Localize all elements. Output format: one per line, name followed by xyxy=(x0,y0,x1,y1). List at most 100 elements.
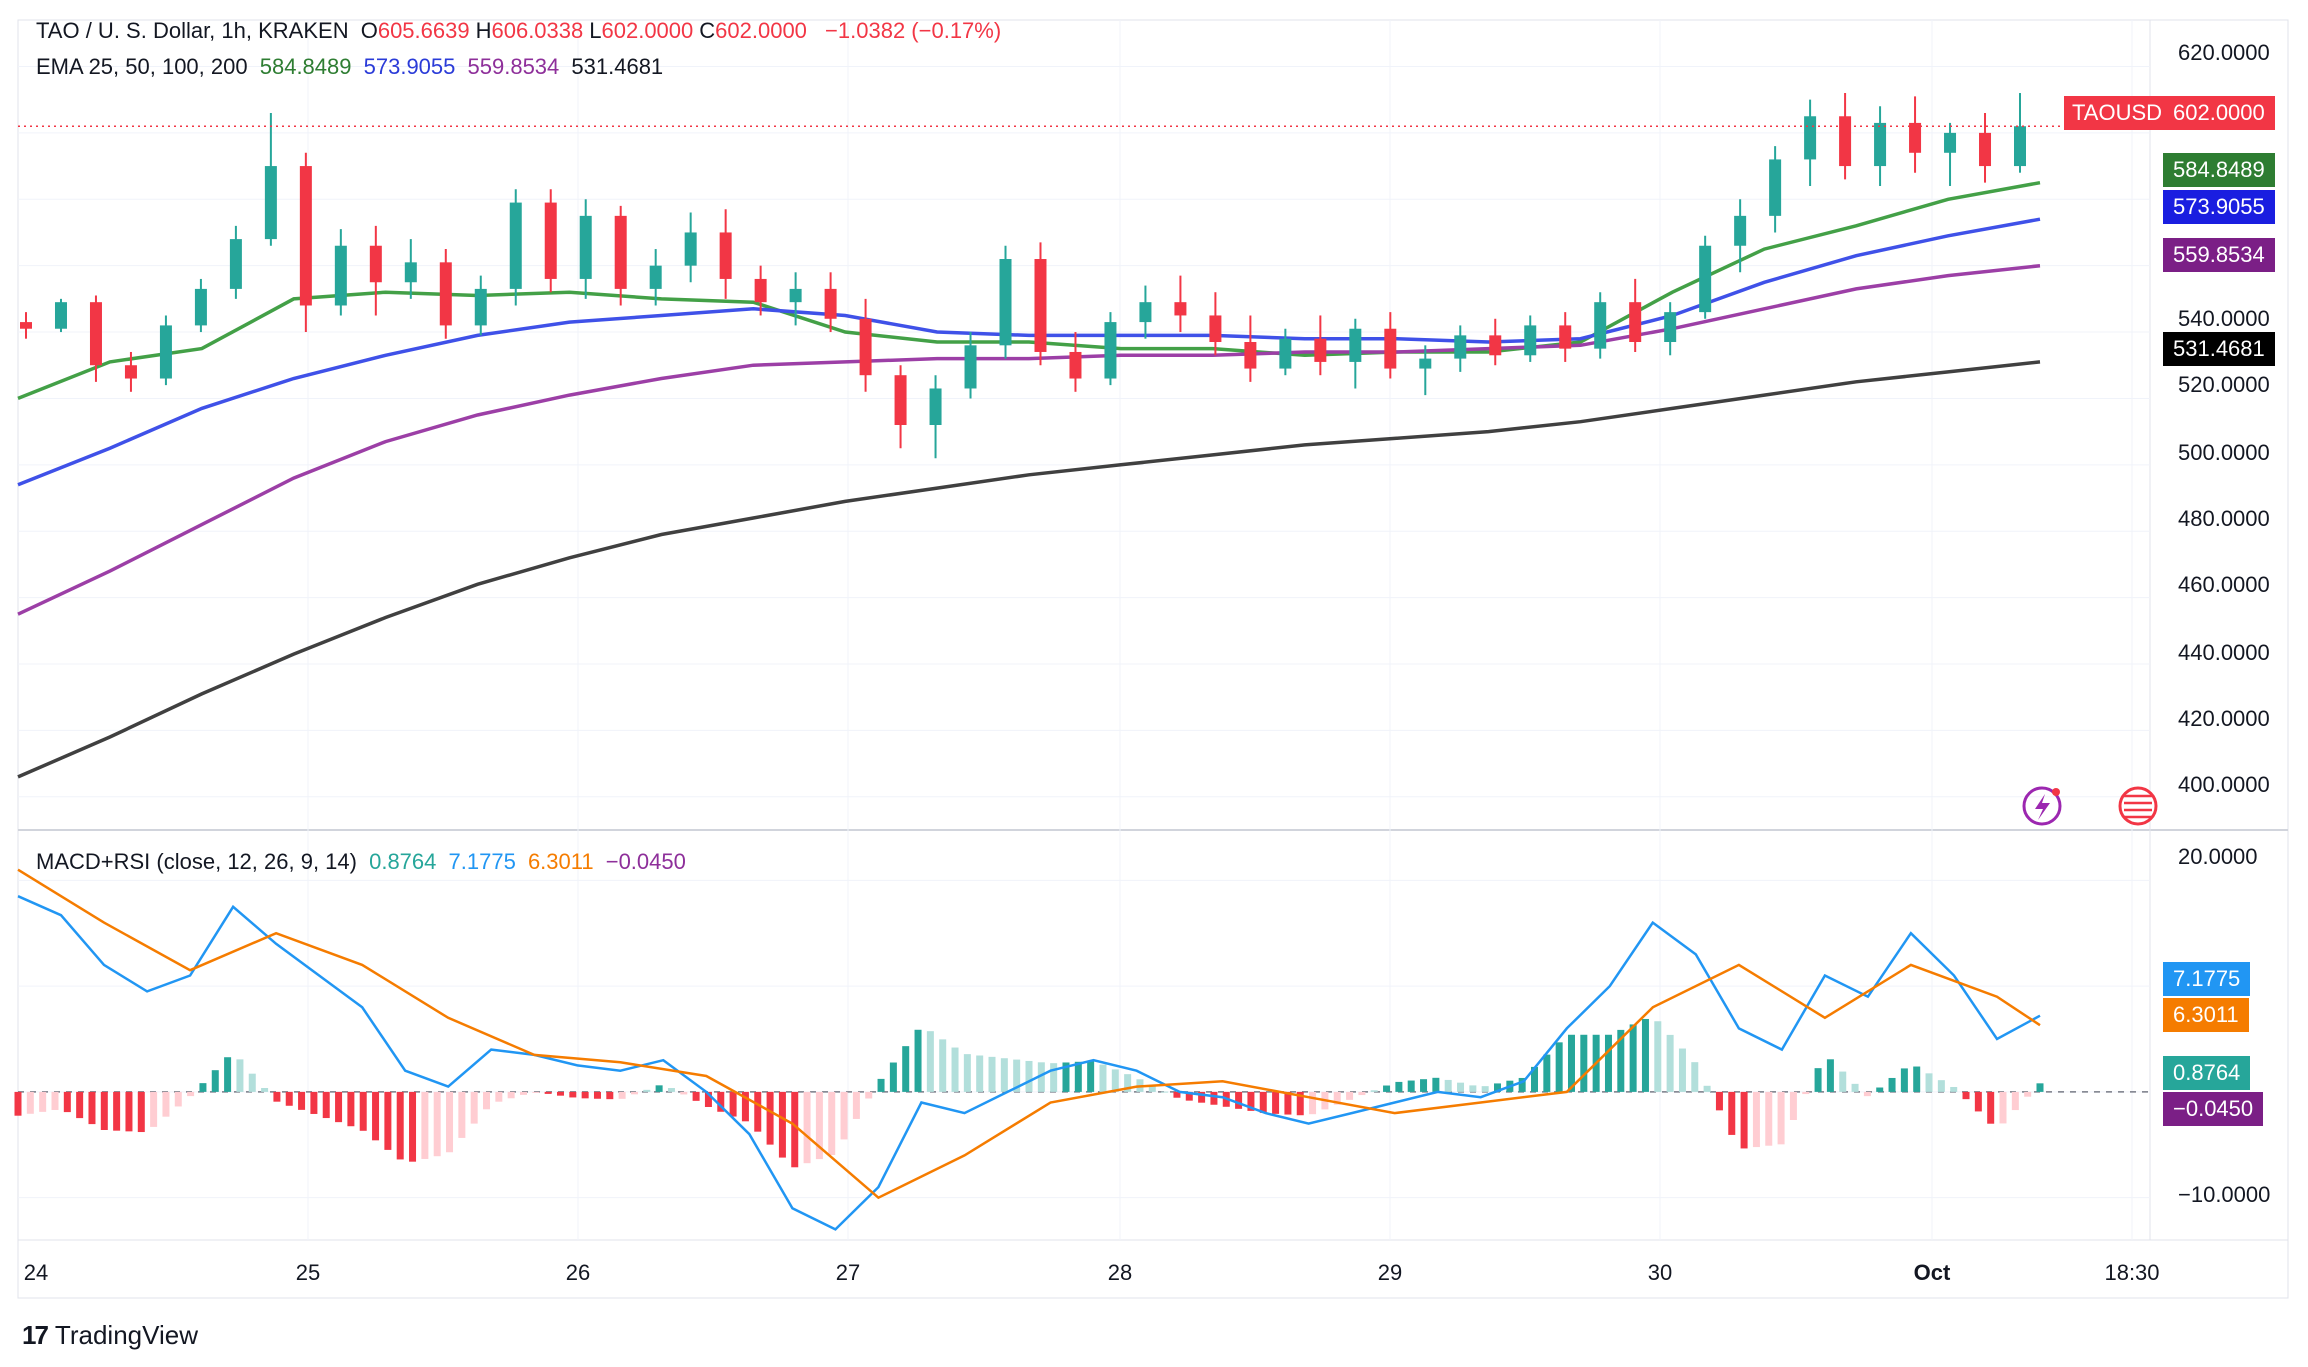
x-tick: 30 xyxy=(1647,1260,1673,1285)
macd-histogram-bar xyxy=(236,1059,244,1092)
signal-line-value: 6.3011 xyxy=(527,849,594,874)
macd-histogram-bar xyxy=(384,1091,392,1150)
macd-histogram-bar xyxy=(125,1091,133,1132)
notification-dot-icon xyxy=(2052,788,2060,796)
macd-histogram-bar xyxy=(1826,1059,1834,1092)
macd-histogram-bar xyxy=(914,1029,922,1092)
x-tick: 18:30 xyxy=(2104,1260,2160,1285)
macd-histogram-bar xyxy=(1715,1091,1723,1111)
macd-histogram-bar xyxy=(285,1091,293,1106)
macd-histogram-bar xyxy=(1000,1058,1008,1092)
x-tick: 25 xyxy=(295,1260,321,1285)
macd-histogram-bar xyxy=(593,1091,601,1099)
macd-histogram-bar xyxy=(963,1054,971,1092)
macd-histogram-bar xyxy=(1567,1034,1575,1092)
macd-histogram-bar xyxy=(1124,1074,1132,1092)
macd-histogram-bar xyxy=(396,1091,404,1160)
macd-legend: MACD+RSI (close, 12, 26, 9, 14) 0.8764 7… xyxy=(36,849,692,875)
macd-histogram-bar xyxy=(976,1055,984,1092)
price-tick: 500.0000 xyxy=(2178,440,2270,465)
macd-histogram-bar xyxy=(470,1091,478,1124)
candle-body xyxy=(824,288,837,319)
macd-histogram-bar xyxy=(1198,1091,1206,1103)
ema-line-4 xyxy=(17,360,2041,779)
macd-histogram-bar xyxy=(803,1091,811,1164)
symbol-title: TAO / U. S. Dollar, 1h, KRAKEN xyxy=(36,18,349,43)
macd-extra-tag: −0.0450 xyxy=(2163,1092,2264,1126)
macd-histogram-bar xyxy=(1876,1087,1884,1092)
macd-histogram-bar xyxy=(1050,1063,1058,1092)
macd-histogram-bar xyxy=(1272,1091,1280,1114)
macd-histogram-bar xyxy=(1099,1064,1107,1092)
macd-histogram-bar xyxy=(1395,1081,1403,1092)
macd-histogram-bar xyxy=(1370,1090,1378,1092)
macd-histogram-bar xyxy=(507,1091,515,1099)
macd-histogram-bar xyxy=(1296,1091,1304,1116)
macd-histogram-bar xyxy=(1383,1085,1391,1092)
macd-histogram-bar xyxy=(1913,1066,1921,1092)
candle-body xyxy=(929,388,942,425)
price-tick: 400.0000 xyxy=(2178,772,2270,797)
macd-histogram-bar xyxy=(1518,1077,1526,1092)
candle-body xyxy=(649,265,662,289)
macd-line-value: 7.1775 xyxy=(448,849,516,874)
macd-histogram-bar xyxy=(569,1091,577,1098)
candle-body xyxy=(1174,302,1187,316)
macd-histogram-bar xyxy=(458,1091,466,1138)
macd-histogram-bar xyxy=(1802,1091,1810,1095)
candle-body xyxy=(474,288,487,326)
candle-body xyxy=(1104,322,1117,379)
macd-histogram-bar xyxy=(1247,1091,1255,1111)
macd-histogram-bar xyxy=(2024,1091,2032,1097)
macd-histogram-bar xyxy=(556,1091,564,1096)
macd-histogram-bar xyxy=(322,1091,330,1119)
macd-histogram-bar xyxy=(791,1091,799,1168)
flash-icon xyxy=(2022,786,2062,826)
macd-histogram-bar xyxy=(988,1056,996,1092)
candle-body xyxy=(1699,245,1712,313)
macd-histogram-bar xyxy=(1987,1091,1995,1124)
macd-histogram-bar xyxy=(150,1091,158,1127)
candle-body xyxy=(1419,358,1432,369)
tradingview-logo-icon: 17 xyxy=(22,1320,49,1350)
x-tick: 26 xyxy=(565,1260,591,1285)
macd-histogram-bar xyxy=(630,1091,638,1095)
ohlc-value: 602.0000 xyxy=(601,18,694,43)
macd-histogram-bar xyxy=(729,1091,737,1117)
brand[interactable]: 17 TradingView xyxy=(22,1320,198,1351)
macd-histogram-bar xyxy=(1235,1091,1243,1109)
macd-histogram-bar xyxy=(581,1091,589,1099)
ohlc-key: C xyxy=(699,18,716,43)
price-tick: 520.0000 xyxy=(2178,372,2270,397)
ema-label: EMA 25, 50, 100, 200 xyxy=(36,54,248,79)
macd-histogram-bar xyxy=(643,1089,651,1092)
ema50-tag: 573.9055 xyxy=(2163,190,2275,224)
macd-histogram-bar xyxy=(39,1091,47,1112)
macd-histogram-bar xyxy=(248,1073,256,1092)
macd-histogram-bar xyxy=(520,1091,527,1095)
price-tick: 460.0000 xyxy=(2178,572,2270,597)
candle-body xyxy=(1314,338,1327,362)
candle-body xyxy=(1524,325,1537,356)
ohlc-key: L xyxy=(589,18,602,43)
macd-line xyxy=(17,895,2041,1231)
macd-hist-tag: 0.8764 xyxy=(2163,1056,2251,1090)
macd-histogram-bar xyxy=(1074,1061,1082,1092)
macd-histogram-bar xyxy=(495,1091,503,1102)
macd-histogram-bar xyxy=(741,1091,749,1122)
candle-body xyxy=(789,288,802,303)
macd-histogram-bar xyxy=(1851,1083,1859,1092)
ohlc-values: O605.6639 H606.0338 L602.0000 C602.0000 xyxy=(361,18,813,43)
macd-histogram-bar xyxy=(446,1091,454,1153)
candle-body xyxy=(1139,302,1152,323)
candle-body xyxy=(1279,338,1292,369)
candle-body xyxy=(20,322,32,329)
price-change: −1.0382 (−0.17%) xyxy=(825,18,1002,43)
macd-histogram-bar xyxy=(1814,1068,1822,1092)
macd-histogram-bar xyxy=(1604,1034,1612,1092)
candle-body xyxy=(2014,126,2026,167)
macd-extra-value: −0.0450 xyxy=(605,849,686,874)
macd-histogram-bar xyxy=(162,1091,170,1117)
macd-histogram-bar xyxy=(902,1046,910,1092)
